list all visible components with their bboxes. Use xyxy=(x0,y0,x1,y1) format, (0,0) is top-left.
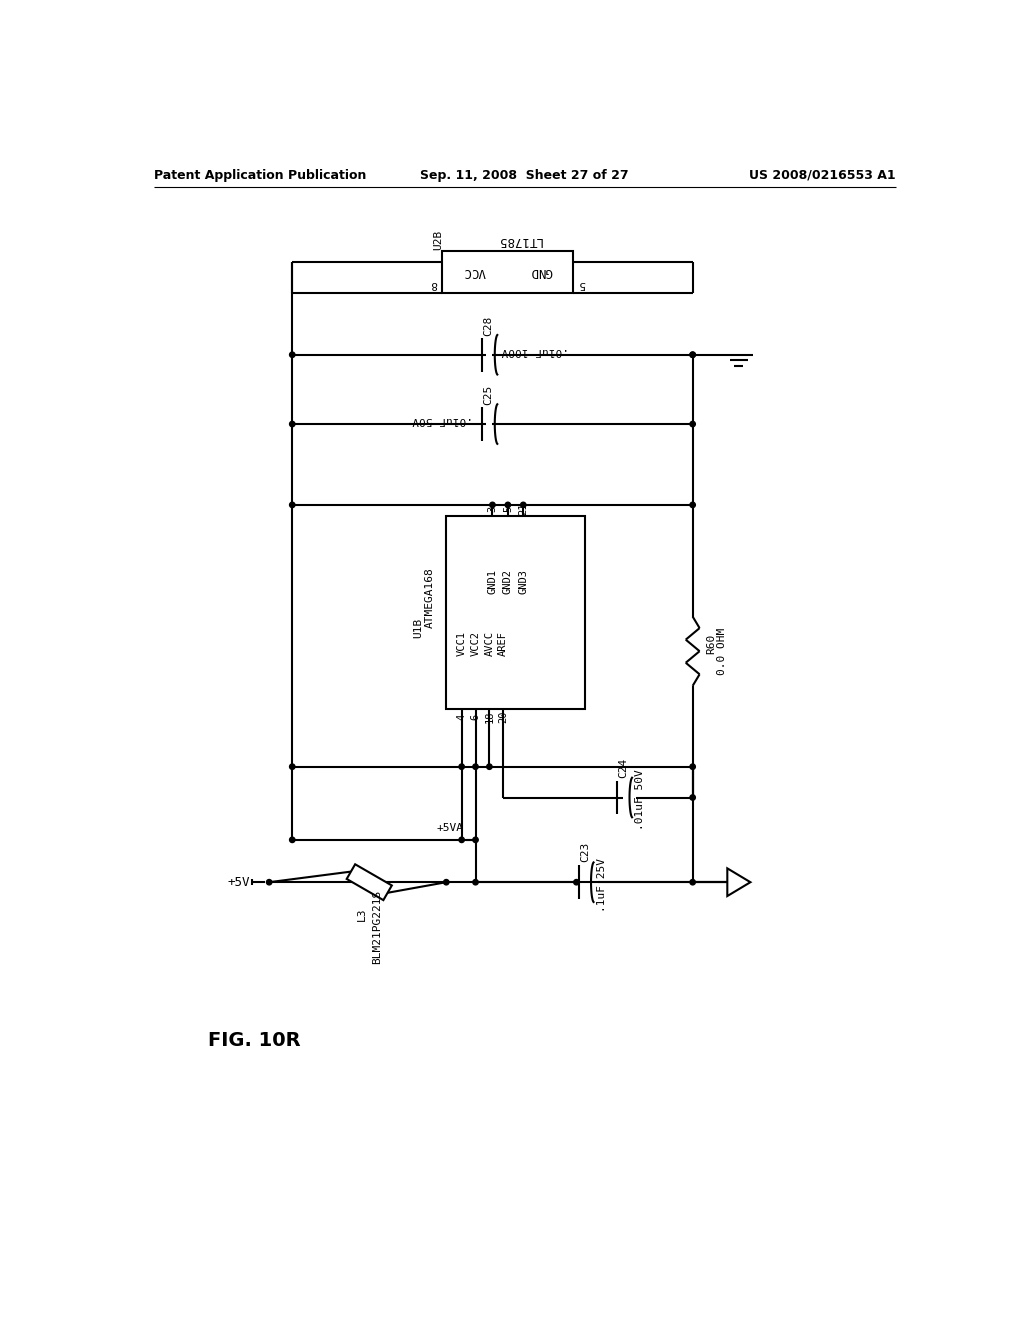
Bar xyxy=(446,516,585,709)
Circle shape xyxy=(520,502,526,508)
Text: 6: 6 xyxy=(470,714,480,719)
Text: BLM21PG221S: BLM21PG221S xyxy=(372,890,382,964)
Circle shape xyxy=(473,879,478,884)
Text: VCC: VCC xyxy=(464,265,486,279)
Text: ATMEGA168: ATMEGA168 xyxy=(424,566,434,628)
Text: +5VA: +5VA xyxy=(437,824,464,833)
Polygon shape xyxy=(347,865,392,900)
Text: GND1: GND1 xyxy=(487,569,498,594)
Circle shape xyxy=(459,837,464,842)
Text: C28: C28 xyxy=(483,315,494,335)
Text: FIG. 10R: FIG. 10R xyxy=(208,1031,300,1049)
Text: GND2: GND2 xyxy=(503,569,513,594)
Text: 5: 5 xyxy=(579,279,586,289)
Text: .1uF 25V: .1uF 25V xyxy=(597,858,607,912)
Circle shape xyxy=(505,502,511,508)
Text: 0.0 OHM: 0.0 OHM xyxy=(717,627,727,675)
Text: 20: 20 xyxy=(499,710,508,723)
Circle shape xyxy=(290,421,295,426)
Text: GND3: GND3 xyxy=(518,569,528,594)
Text: AREF: AREF xyxy=(499,631,508,656)
Circle shape xyxy=(459,764,464,770)
Text: .01uF 100V: .01uF 100V xyxy=(501,346,568,356)
Text: C24: C24 xyxy=(618,758,629,779)
Circle shape xyxy=(473,764,478,770)
Circle shape xyxy=(690,764,695,770)
Bar xyxy=(442,251,573,293)
Text: 5: 5 xyxy=(503,506,513,512)
Text: U2B: U2B xyxy=(433,230,443,251)
Text: 4: 4 xyxy=(457,714,467,719)
Text: US 2008/0216553 A1: US 2008/0216553 A1 xyxy=(750,169,896,182)
Text: 21: 21 xyxy=(518,503,528,515)
Text: .01uF 50V: .01uF 50V xyxy=(635,770,645,830)
Text: +5V: +5V xyxy=(227,875,250,888)
Text: VCC1: VCC1 xyxy=(457,631,467,656)
Text: L3: L3 xyxy=(356,908,367,921)
Circle shape xyxy=(573,879,580,884)
Text: C25: C25 xyxy=(483,384,494,405)
Text: Sep. 11, 2008  Sheet 27 of 27: Sep. 11, 2008 Sheet 27 of 27 xyxy=(421,169,629,182)
Text: 8: 8 xyxy=(430,279,437,289)
Circle shape xyxy=(443,879,449,884)
Circle shape xyxy=(690,795,695,800)
Text: .01uF 50V: .01uF 50V xyxy=(412,416,473,425)
Text: C23: C23 xyxy=(580,841,590,862)
Text: U1B: U1B xyxy=(413,618,423,639)
Circle shape xyxy=(486,764,493,770)
Text: 18: 18 xyxy=(484,710,495,723)
Circle shape xyxy=(290,764,295,770)
Circle shape xyxy=(290,352,295,358)
Circle shape xyxy=(690,879,695,884)
Circle shape xyxy=(473,837,478,842)
Circle shape xyxy=(690,352,695,358)
Circle shape xyxy=(489,502,496,508)
Circle shape xyxy=(690,502,695,508)
Text: GND: GND xyxy=(529,265,552,279)
Circle shape xyxy=(690,352,695,358)
Circle shape xyxy=(290,502,295,508)
Text: AVCC: AVCC xyxy=(484,631,495,656)
Polygon shape xyxy=(727,869,751,896)
Text: LT1785: LT1785 xyxy=(497,234,542,247)
Circle shape xyxy=(266,879,271,884)
Text: R60: R60 xyxy=(707,634,716,653)
Text: 3: 3 xyxy=(487,506,498,512)
Circle shape xyxy=(290,837,295,842)
Circle shape xyxy=(690,421,695,426)
Text: VCC2: VCC2 xyxy=(470,631,480,656)
Text: Patent Application Publication: Patent Application Publication xyxy=(154,169,366,182)
